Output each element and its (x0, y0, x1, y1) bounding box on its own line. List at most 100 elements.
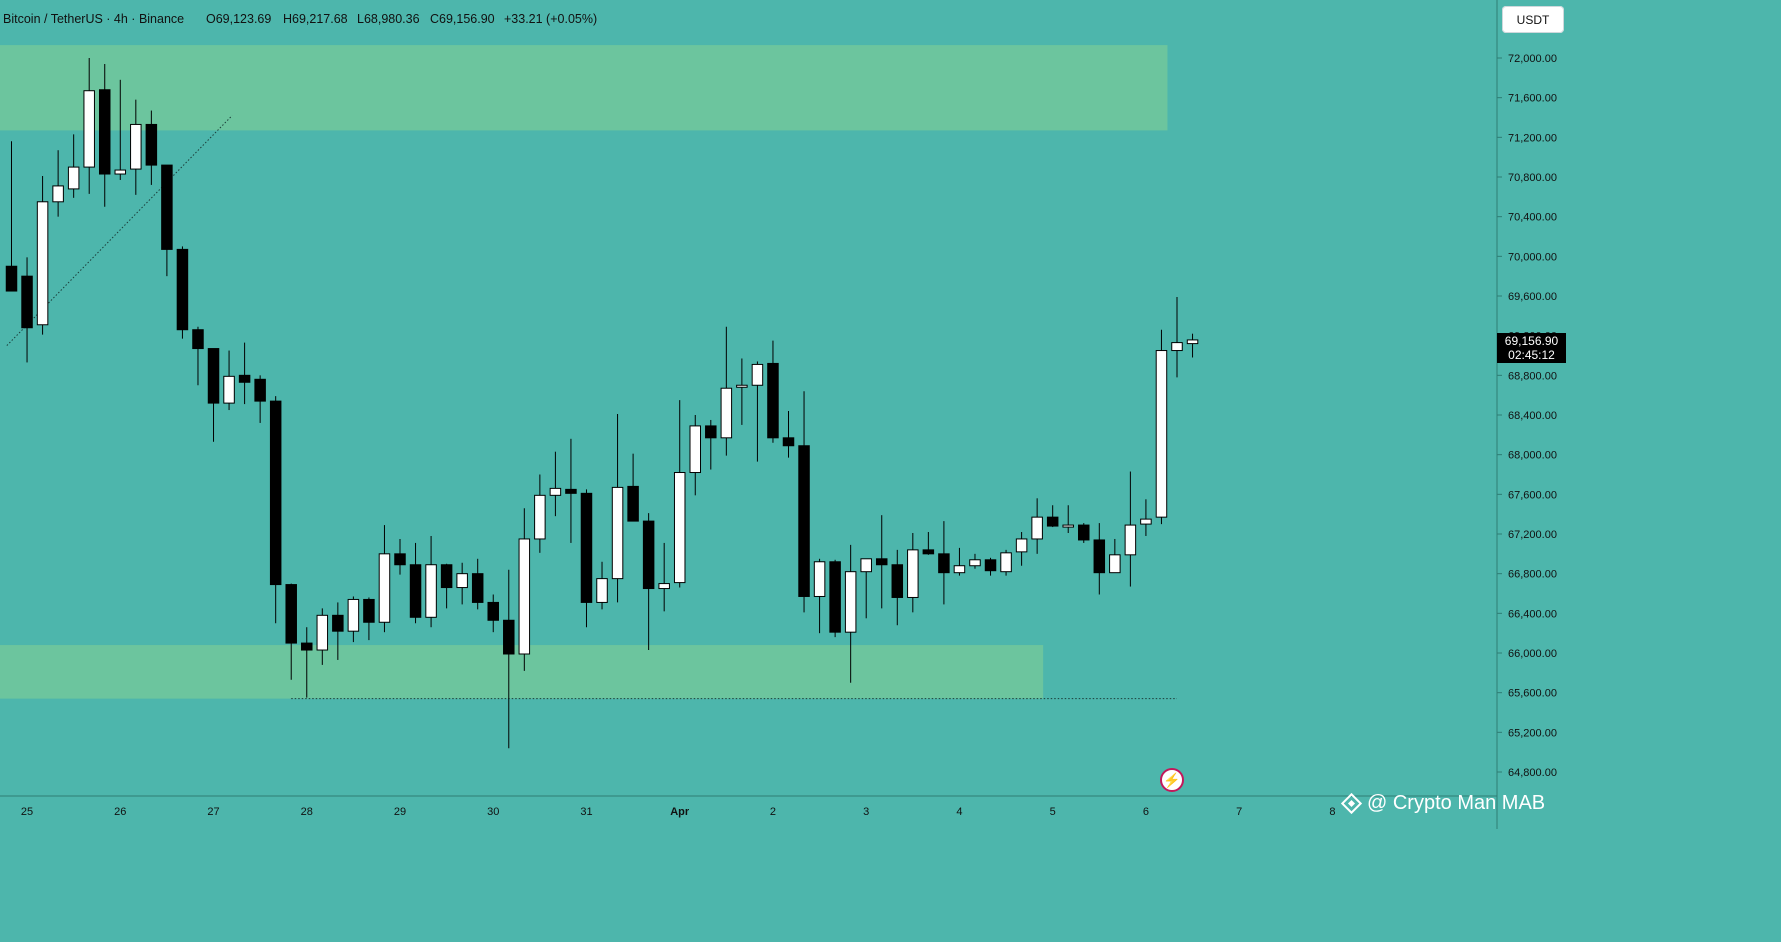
x-tick-label: 25 (21, 806, 33, 818)
candle[interactable] (953, 547, 966, 576)
candle[interactable] (1046, 505, 1059, 528)
candle[interactable] (720, 326, 733, 456)
candle[interactable] (456, 562, 468, 605)
candle-body (798, 445, 810, 597)
candle[interactable] (1015, 532, 1028, 566)
candle[interactable] (67, 134, 80, 198)
candle[interactable] (347, 596, 360, 643)
x-tick-label: 27 (207, 806, 219, 818)
y-tick-label: 67,600.00 (1508, 489, 1557, 501)
candle[interactable] (425, 535, 437, 628)
candle[interactable] (471, 558, 484, 610)
candle[interactable] (440, 563, 453, 609)
candle-body (922, 549, 935, 555)
candle[interactable] (969, 553, 981, 569)
candle[interactable] (642, 513, 655, 651)
candle-body (456, 573, 468, 589)
candle[interactable] (844, 544, 857, 683)
candle-body (301, 642, 313, 651)
candle[interactable] (83, 58, 95, 194)
candle[interactable] (751, 361, 764, 462)
candle[interactable] (922, 532, 935, 555)
candle[interactable] (5, 141, 18, 292)
candle[interactable] (176, 246, 189, 339)
candle-body (269, 400, 282, 586)
candle-body (813, 561, 826, 597)
candle[interactable] (1140, 499, 1152, 536)
candle[interactable] (580, 489, 593, 628)
candle[interactable] (736, 358, 748, 425)
y-tick-label: 71,600.00 (1508, 93, 1557, 105)
candle-body (363, 598, 375, 623)
candle[interactable] (52, 150, 64, 217)
y-tick-label: 67,200.00 (1508, 529, 1557, 541)
candle-body (860, 558, 872, 573)
candle[interactable] (673, 400, 686, 588)
candle[interactable] (549, 451, 562, 517)
candle[interactable] (285, 583, 297, 680)
candle[interactable] (1155, 329, 1168, 525)
candle[interactable] (207, 348, 220, 442)
candle[interactable] (192, 326, 204, 386)
candle[interactable] (938, 521, 950, 605)
candle[interactable] (813, 558, 826, 634)
candle-body (487, 601, 499, 621)
candle[interactable] (907, 533, 919, 613)
candle[interactable] (161, 164, 173, 277)
candle[interactable] (891, 549, 904, 626)
candle[interactable] (984, 557, 997, 576)
candle[interactable] (114, 79, 127, 180)
candle[interactable] (1186, 333, 1199, 358)
candle[interactable] (829, 559, 841, 638)
candle[interactable] (658, 542, 670, 612)
candle[interactable] (611, 414, 624, 603)
candle[interactable] (1124, 471, 1137, 587)
candle[interactable] (223, 350, 235, 411)
candle[interactable] (798, 391, 810, 613)
candle[interactable] (518, 508, 531, 671)
y-tick-label: 65,200.00 (1508, 727, 1557, 739)
candle-body (114, 169, 127, 175)
candle[interactable] (145, 110, 158, 185)
candle[interactable] (130, 99, 142, 195)
candle[interactable] (860, 558, 872, 619)
candle[interactable] (1078, 523, 1090, 543)
chart-area[interactable]: 72,000.00 71,600.00 71,200.00 70,800.00 70,4… (0, 0, 1568, 829)
candle[interactable] (98, 63, 111, 207)
candle[interactable] (627, 453, 639, 522)
candle[interactable] (782, 411, 795, 458)
candle[interactable] (269, 396, 282, 624)
candle[interactable] (487, 594, 499, 633)
candle[interactable] (1171, 296, 1183, 378)
candle[interactable] (565, 438, 577, 543)
candle[interactable] (689, 415, 702, 496)
candle[interactable] (503, 569, 515, 749)
candle[interactable] (409, 542, 422, 624)
candle[interactable] (36, 176, 49, 335)
candle[interactable] (332, 602, 344, 660)
candle[interactable] (1093, 523, 1106, 595)
candle[interactable] (363, 597, 375, 641)
candle[interactable] (875, 515, 888, 609)
candle[interactable] (1109, 538, 1121, 574)
candle[interactable] (301, 627, 313, 698)
candle[interactable] (21, 257, 33, 363)
candle-body (875, 558, 888, 566)
candle[interactable] (1031, 498, 1043, 554)
candle-body (580, 492, 593, 603)
candle[interactable] (596, 561, 608, 610)
candlestick-chart[interactable]: 72,000.00 71,600.00 71,200.00 70,800.00 70,4… (0, 0, 1568, 829)
candle[interactable] (1000, 549, 1012, 576)
candle[interactable] (1062, 505, 1074, 534)
candle[interactable] (238, 342, 251, 405)
candle-body (223, 375, 235, 404)
candle[interactable] (767, 340, 779, 443)
candle[interactable] (394, 538, 406, 575)
lightning-icon[interactable]: ⚡ (1160, 768, 1184, 792)
currency-button[interactable]: USDT (1502, 6, 1564, 33)
candle[interactable] (254, 375, 266, 423)
candle[interactable] (705, 419, 717, 470)
candle[interactable] (534, 474, 546, 553)
candle[interactable] (316, 608, 329, 665)
candle[interactable] (378, 525, 391, 633)
